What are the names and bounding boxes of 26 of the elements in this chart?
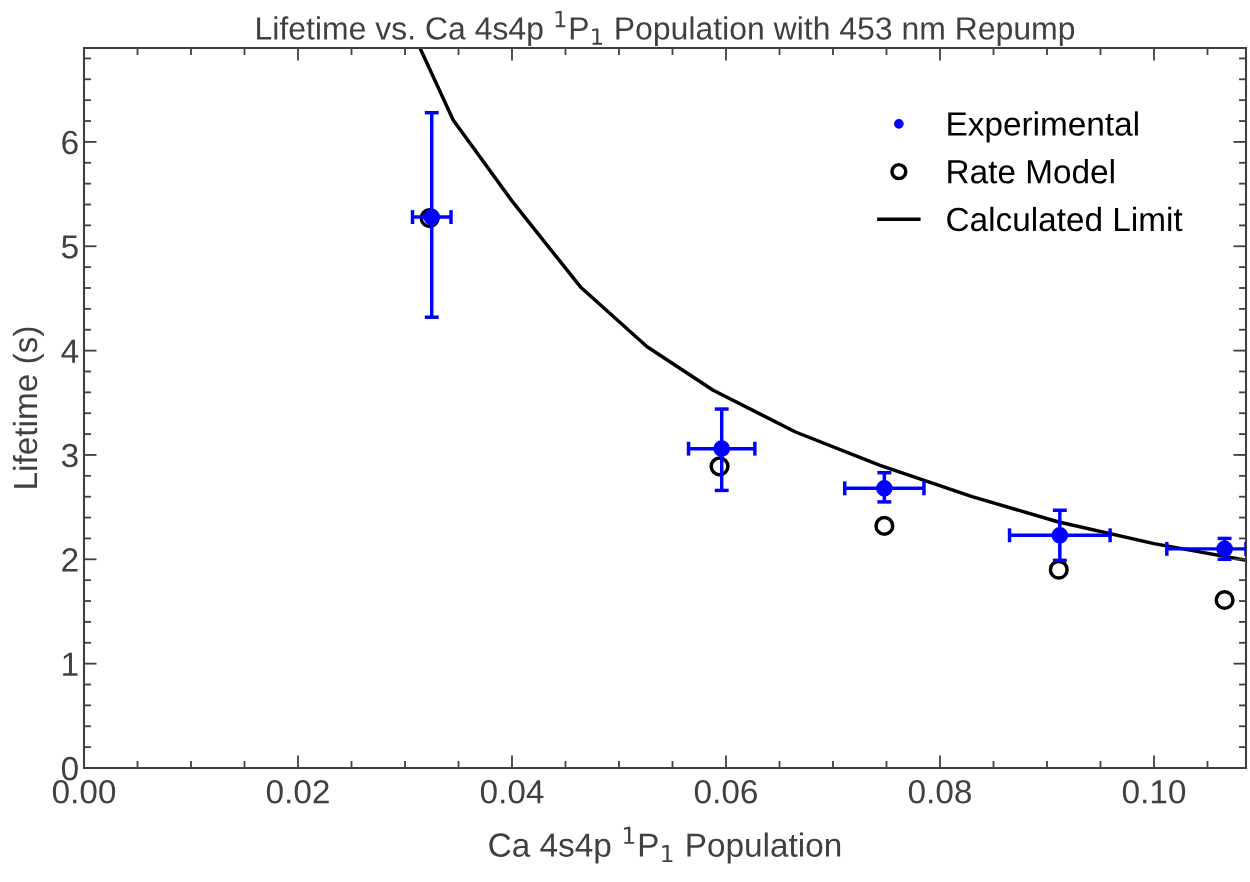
chart-title: Lifetime vs. Ca 4s4p $^{1}$P$_{1}$ Population with 453 nm Repump [257, 10, 1075, 47]
y-tick-label: 2 [62, 548, 78, 572]
y-tick-label: 0 [61, 756, 78, 781]
x-tick-label: 0.00 [52, 779, 116, 804]
y-tick-label: 5 [61, 235, 78, 259]
x-tick-label: 0.04 [480, 779, 544, 804]
y-tick-label: 3 [61, 443, 78, 468]
x-axis-title: Ca 4s4p $^{1}$P$_{1}$ Population [489, 826, 841, 864]
point [876, 480, 893, 497]
y-axis-title: Lifetime (s) [12, 327, 44, 488]
x-tick-label: 0.02 [266, 779, 329, 804]
x-tick-label: 0.08 [908, 779, 971, 804]
point [713, 440, 731, 458]
point [1214, 589, 1235, 611]
x-tick-label: 0.06 [694, 779, 757, 804]
legend-label: Rate Model [948, 159, 1114, 184]
point [1051, 526, 1069, 544]
x-tick-label: 0.10 [1122, 779, 1186, 804]
line-series [418, 48, 1246, 563]
point [874, 515, 895, 536]
y-tick-label: 1 [63, 652, 78, 676]
y-tick-label: 6 [62, 130, 78, 155]
legend-label: Calculated Limit [947, 206, 1183, 232]
legend-label: Experimental [948, 111, 1138, 143]
y-tick-label: 4 [61, 339, 79, 363]
point [1216, 540, 1233, 558]
